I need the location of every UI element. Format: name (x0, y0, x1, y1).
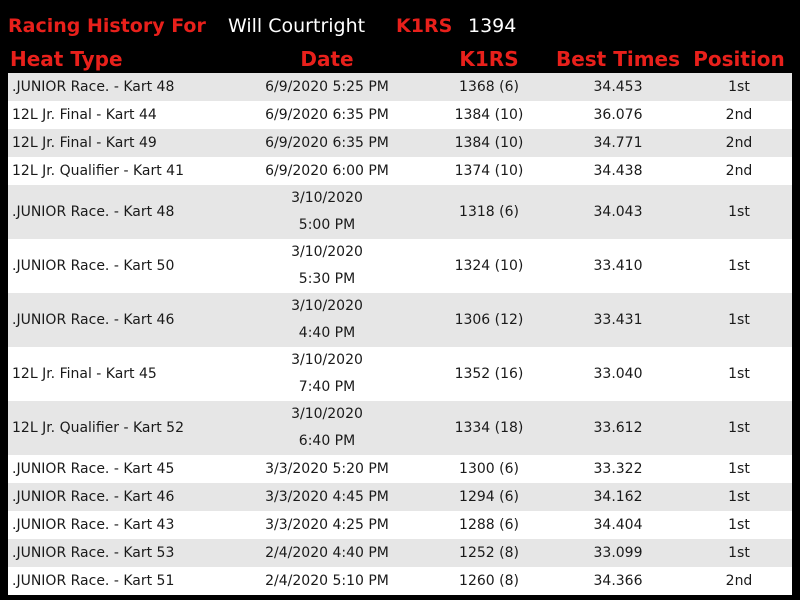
heat-type-cell: .JUNIOR Race. - Kart 48 (8, 73, 226, 101)
position-cell: 2nd (686, 101, 792, 129)
best-time-cell: 33.040 (550, 347, 686, 401)
column-header-position[interactable]: Position (686, 45, 792, 73)
table-row[interactable]: 12L Jr. Final - Kart 49 6/9/2020 6:35 PM… (8, 129, 792, 157)
table-row[interactable]: 12L Jr. Qualifier - Kart 41 6/9/2020 6:0… (8, 157, 792, 185)
k1rs-cell: 1260 (8) (428, 567, 550, 595)
k1rs-cell: 1352 (16) (428, 347, 550, 401)
date-cell: 3/10/2020 5:00 PM (226, 185, 428, 239)
k1rs-cell: 1384 (10) (428, 101, 550, 129)
position-cell: 1st (686, 73, 792, 101)
rating-value: 1394 (468, 15, 517, 37)
k1rs-cell: 1334 (18) (428, 401, 550, 455)
date-cell: 6/9/2020 6:35 PM (226, 101, 428, 129)
position-cell: 1st (686, 483, 792, 511)
rating-label: K1RS (396, 15, 453, 37)
page-header: Racing History For Will Courtright K1RS … (0, 0, 800, 44)
position-cell: 1st (686, 293, 792, 347)
column-header-heat-type[interactable]: Heat Type (8, 45, 226, 73)
table-row[interactable]: .JUNIOR Race. - Kart 48 6/9/2020 5:25 PM… (8, 73, 792, 101)
best-time-cell: 34.162 (550, 483, 686, 511)
date-cell: 3/3/2020 4:45 PM (226, 483, 428, 511)
date-cell: 2/4/2020 4:40 PM (226, 539, 428, 567)
k1rs-cell: 1294 (6) (428, 483, 550, 511)
date-cell: 3/3/2020 4:25 PM (226, 511, 428, 539)
k1rs-cell: 1300 (6) (428, 455, 550, 483)
table-row[interactable]: .JUNIOR Race. - Kart 51 2/4/2020 5:10 PM… (8, 567, 792, 595)
heat-type-cell: .JUNIOR Race. - Kart 46 (8, 293, 226, 347)
k1rs-cell: 1384 (10) (428, 129, 550, 157)
heat-type-cell: .JUNIOR Race. - Kart 53 (8, 539, 226, 567)
heat-type-cell: .JUNIOR Race. - Kart 51 (8, 567, 226, 595)
column-header-date[interactable]: Date (226, 45, 428, 73)
k1rs-cell: 1288 (6) (428, 511, 550, 539)
table-body: .JUNIOR Race. - Kart 48 6/9/2020 5:25 PM… (8, 73, 792, 595)
position-cell: 1st (686, 239, 792, 293)
table-row[interactable]: .JUNIOR Race. - Kart 53 2/4/2020 4:40 PM… (8, 539, 792, 567)
k1rs-cell: 1374 (10) (428, 157, 550, 185)
k1rs-cell: 1368 (6) (428, 73, 550, 101)
heat-type-cell: .JUNIOR Race. - Kart 48 (8, 185, 226, 239)
position-cell: 1st (686, 401, 792, 455)
heat-type-cell: 12L Jr. Qualifier - Kart 41 (8, 157, 226, 185)
heat-type-cell: 12L Jr. Final - Kart 49 (8, 129, 226, 157)
date-cell: 2/4/2020 5:10 PM (226, 567, 428, 595)
column-header-best-times[interactable]: Best Times (550, 45, 686, 73)
heat-type-cell: 12L Jr. Final - Kart 44 (8, 101, 226, 129)
table-row[interactable]: 12L Jr. Final - Kart 44 6/9/2020 6:35 PM… (8, 101, 792, 129)
position-cell: 1st (686, 539, 792, 567)
heat-type-cell: 12L Jr. Final - Kart 45 (8, 347, 226, 401)
date-cell: 3/3/2020 5:20 PM (226, 455, 428, 483)
date-cell: 6/9/2020 5:25 PM (226, 73, 428, 101)
best-time-cell: 36.076 (550, 101, 686, 129)
heat-type-cell: .JUNIOR Race. - Kart 46 (8, 483, 226, 511)
best-time-cell: 34.453 (550, 73, 686, 101)
table-row[interactable]: .JUNIOR Race. - Kart 43 3/3/2020 4:25 PM… (8, 511, 792, 539)
position-cell: 1st (686, 455, 792, 483)
date-cell: 6/9/2020 6:00 PM (226, 157, 428, 185)
table-row[interactable]: 12L Jr. Qualifier - Kart 52 3/10/2020 6:… (8, 401, 792, 455)
date-cell: 3/10/2020 7:40 PM (226, 347, 428, 401)
racing-history-table: Heat Type Date K1RS Best Times Position … (8, 45, 792, 595)
best-time-cell: 34.366 (550, 567, 686, 595)
best-time-cell: 33.322 (550, 455, 686, 483)
date-cell: 3/10/2020 4:40 PM (226, 293, 428, 347)
best-time-cell: 34.404 (550, 511, 686, 539)
k1rs-cell: 1252 (8) (428, 539, 550, 567)
position-cell: 1st (686, 511, 792, 539)
k1rs-cell: 1324 (10) (428, 239, 550, 293)
best-time-cell: 34.438 (550, 157, 686, 185)
date-cell: 3/10/2020 6:40 PM (226, 401, 428, 455)
best-time-cell: 33.612 (550, 401, 686, 455)
table-header-row: Heat Type Date K1RS Best Times Position (8, 45, 792, 73)
table-row[interactable]: .JUNIOR Race. - Kart 45 3/3/2020 5:20 PM… (8, 455, 792, 483)
position-cell: 1st (686, 347, 792, 401)
column-header-k1rs[interactable]: K1RS (428, 45, 550, 73)
best-time-cell: 34.771 (550, 129, 686, 157)
driver-name: Will Courtright (228, 15, 366, 37)
best-time-cell: 33.410 (550, 239, 686, 293)
best-time-cell: 33.431 (550, 293, 686, 347)
position-cell: 2nd (686, 567, 792, 595)
k1rs-cell: 1318 (6) (428, 185, 550, 239)
table-row[interactable]: 12L Jr. Final - Kart 45 3/10/2020 7:40 P… (8, 347, 792, 401)
heat-type-cell: .JUNIOR Race. - Kart 50 (8, 239, 226, 293)
best-time-cell: 34.043 (550, 185, 686, 239)
position-cell: 2nd (686, 129, 792, 157)
table-row[interactable]: .JUNIOR Race. - Kart 46 3/10/2020 4:40 P… (8, 293, 792, 347)
table-row[interactable]: .JUNIOR Race. - Kart 48 3/10/2020 5:00 P… (8, 185, 792, 239)
table-row[interactable]: .JUNIOR Race. - Kart 46 3/3/2020 4:45 PM… (8, 483, 792, 511)
k1rs-cell: 1306 (12) (428, 293, 550, 347)
table-row[interactable]: .JUNIOR Race. - Kart 50 3/10/2020 5:30 P… (8, 239, 792, 293)
date-cell: 6/9/2020 6:35 PM (226, 129, 428, 157)
racing-history-table-container: Heat Type Date K1RS Best Times Position … (8, 45, 792, 595)
heat-type-cell: .JUNIOR Race. - Kart 45 (8, 455, 226, 483)
heat-type-cell: .JUNIOR Race. - Kart 43 (8, 511, 226, 539)
position-cell: 1st (686, 185, 792, 239)
best-time-cell: 33.099 (550, 539, 686, 567)
heat-type-cell: 12L Jr. Qualifier - Kart 52 (8, 401, 226, 455)
date-cell: 3/10/2020 5:30 PM (226, 239, 428, 293)
position-cell: 2nd (686, 157, 792, 185)
history-label: Racing History For (8, 15, 206, 37)
